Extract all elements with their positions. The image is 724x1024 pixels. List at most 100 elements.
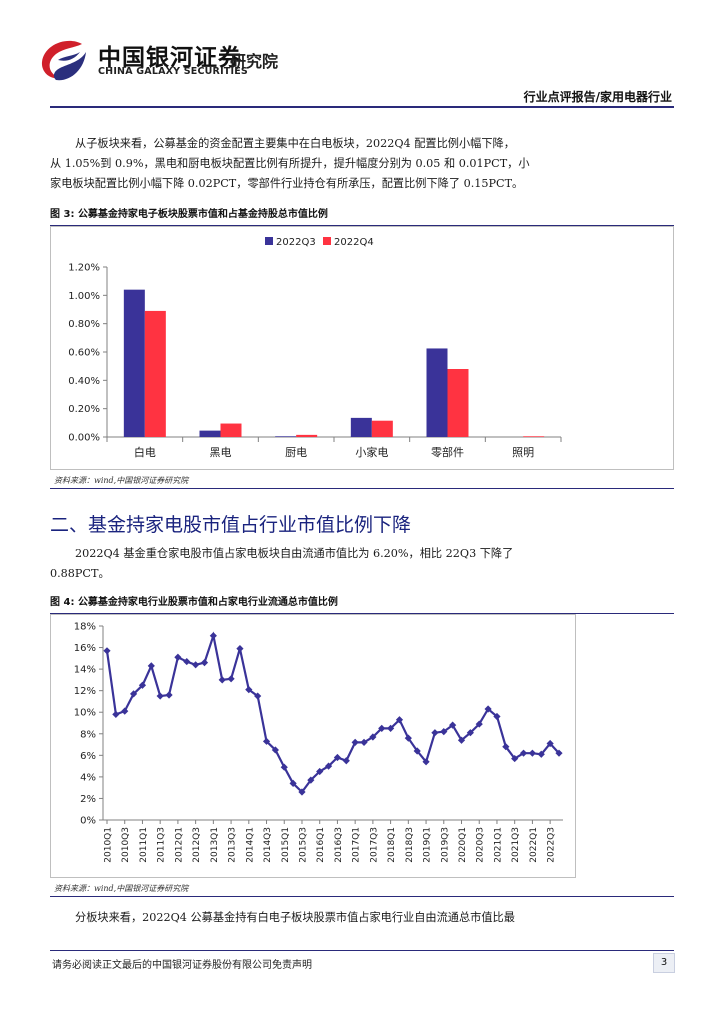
data-point xyxy=(395,716,404,724)
figure-4-source: 资料来源：wind,中国银河证券研究院 xyxy=(54,884,189,893)
paragraph-2-line-2: 0.88PCT。 xyxy=(50,567,110,580)
y-tick-label: 0.60% xyxy=(68,348,100,359)
x-tick-label: 2022Q3 xyxy=(547,827,557,863)
data-point xyxy=(183,657,191,666)
x-category-label: 厨电 xyxy=(285,446,307,459)
section-2-title: 二、基金持家电股市值占行业市值比例下降 xyxy=(50,514,412,536)
data-point xyxy=(342,757,350,765)
paragraph-3: 分板块来看，2022Q4 公募基金持有白电子板块股票市值占家电行业自由流通总市值… xyxy=(50,908,674,928)
data-point xyxy=(493,712,501,721)
data-point xyxy=(546,739,554,748)
data-point xyxy=(138,681,147,689)
figure-3-title-text: 公募基金持家电子板块股票市值和占基金持股总市值比例 xyxy=(77,209,328,220)
x-tick-label: 2011Q3 xyxy=(157,827,167,863)
paragraph-2: 2022Q4 基金重仓家电股市值占家电板块自由流通市值比为 6.20%，相比 2… xyxy=(50,544,674,584)
data-point xyxy=(351,738,359,746)
data-point xyxy=(209,632,217,640)
x-tick-label: 2016Q3 xyxy=(334,827,344,863)
y-tick-label: 4% xyxy=(80,772,96,783)
bar-2022Q3-黑电 xyxy=(199,430,221,437)
x-tick-label: 2019Q1 xyxy=(423,827,433,863)
paragraph-1-line-3: 家电板块配置比例小幅下降 0.02PCT，零部件行业持仓有所承压，配置比例下降了… xyxy=(50,177,524,190)
x-tick-label: 2015Q3 xyxy=(298,827,308,863)
bar-chart: 0.00% 0.20% 0.40% 0.60% 0.80% 1.00% 1.20% 白电 黑电 厨… xyxy=(68,237,562,459)
x-tick-label: 2012Q1 xyxy=(174,827,184,863)
report-type: 行业点评报告/家用电器行业 xyxy=(523,90,672,104)
data-point xyxy=(528,749,537,757)
data-point xyxy=(316,767,324,776)
y-tick-label: 14% xyxy=(74,665,96,676)
x-category-label: 零部件 xyxy=(431,445,464,459)
x-tick-label: 2020Q1 xyxy=(458,827,468,863)
page-number: 3 xyxy=(653,953,675,973)
x-category-label: 照明 xyxy=(512,446,534,459)
y-tick-label: 0.20% xyxy=(68,404,100,415)
x-tick-label: 2017Q1 xyxy=(352,827,362,863)
bar-2022Q3-白电 xyxy=(123,289,145,437)
figure-3-label: 图 3: xyxy=(50,209,75,220)
figure-4-title-text: 公募基金持家电行业股票市值和占家电行业流通总市值比例 xyxy=(77,597,338,608)
data-point xyxy=(165,691,173,699)
data-point xyxy=(156,692,164,700)
paragraph-2-line-1: 2022Q4 基金重仓家电股市值占家电板块自由流通市值比为 6.20%，相比 2… xyxy=(75,547,514,560)
header-divider xyxy=(50,106,674,108)
bar-2022Q4-黑电 xyxy=(220,423,242,437)
figure-4-source-divider xyxy=(50,896,674,897)
logo-institute: 研究院 xyxy=(230,52,279,71)
data-point xyxy=(324,762,333,770)
figure-3-source: 资料来源：wind,中国银河证券研究院 xyxy=(54,476,189,485)
figure-4-title: 图 4: 公募基金持家电行业股票市值和占家电行业流通总市值比例 xyxy=(50,593,674,614)
footer-divider xyxy=(50,950,674,951)
x-tick-label: 2018Q1 xyxy=(387,827,397,863)
logo-english-name: CHINA GALAXY SECURITIES xyxy=(98,66,248,77)
y-tick-label: 6% xyxy=(80,751,96,762)
data-point xyxy=(484,705,492,713)
y-tick-label: 18% xyxy=(74,622,96,633)
paragraph-1-line-2: 从 1.05%到 0.9%，黑电和厨电板块配置比例有所提升，提升幅度分别为 0.… xyxy=(50,157,530,170)
bar-2022Q4-白电 xyxy=(144,310,166,437)
x-tick-label: 2021Q3 xyxy=(511,827,521,863)
data-point xyxy=(449,721,457,729)
data-point xyxy=(174,653,182,661)
data-point xyxy=(537,750,545,758)
x-tick-label: 2017Q3 xyxy=(369,827,379,863)
galaxy-logo-icon xyxy=(41,40,86,81)
bar-2022Q4-零部件 xyxy=(447,369,469,437)
y-tick-label: 1.00% xyxy=(68,291,100,302)
bar-2022Q4-厨电 xyxy=(296,434,318,437)
paragraph-1: 从子板块来看，公募基金的资金配置主要集中在白电板块，2022Q4 配置比例小幅下… xyxy=(50,134,674,194)
figure-3-source-divider xyxy=(50,488,674,489)
data-point xyxy=(271,746,279,754)
x-tick-label: 2022Q1 xyxy=(529,827,539,863)
x-category-label: 小家电 xyxy=(355,445,388,459)
x-tick-label: 2020Q3 xyxy=(476,827,486,863)
legend-swatch xyxy=(323,237,331,245)
x-tick-label: 2016Q1 xyxy=(316,827,326,863)
y-tick-label: 0.40% xyxy=(68,376,100,387)
data-point xyxy=(333,753,342,762)
bar-2022Q4-小家电 xyxy=(371,420,393,437)
legend-swatch xyxy=(265,237,273,245)
y-tick-label: 0.80% xyxy=(68,319,100,330)
figure-4-chart-frame: 0% 2% 4% 6% 8% 10% 12% 14% 16% 18% 2010Q1 2010Q3 201… xyxy=(50,614,576,878)
x-tick-label: 2018Q3 xyxy=(405,827,415,863)
data-point xyxy=(440,728,448,736)
data-point xyxy=(147,662,155,670)
figure-3-title: 图 3: 公募基金持家电子板块股票市值和占基金持股总市值比例 xyxy=(50,205,674,226)
data-point xyxy=(227,675,235,683)
y-tick-label: 16% xyxy=(74,643,96,654)
data-point xyxy=(121,707,129,715)
data-point xyxy=(236,645,244,653)
bar-2022Q3-小家电 xyxy=(350,417,372,437)
data-point xyxy=(307,776,315,784)
footer-disclaimer: 请务必阅读正文最后的中国银河证券股份有限公司免责声明 xyxy=(52,960,312,971)
y-tick-label: 0% xyxy=(80,816,96,827)
bar-2022Q3-零部件 xyxy=(426,348,448,437)
data-point xyxy=(200,659,209,667)
x-tick-label: 2010Q3 xyxy=(121,827,131,863)
x-tick-label: 2015Q1 xyxy=(281,827,291,863)
x-tick-label: 2019Q3 xyxy=(440,827,450,863)
data-point xyxy=(103,647,111,655)
data-point xyxy=(218,676,226,684)
x-tick-label: 2012Q3 xyxy=(192,827,202,863)
